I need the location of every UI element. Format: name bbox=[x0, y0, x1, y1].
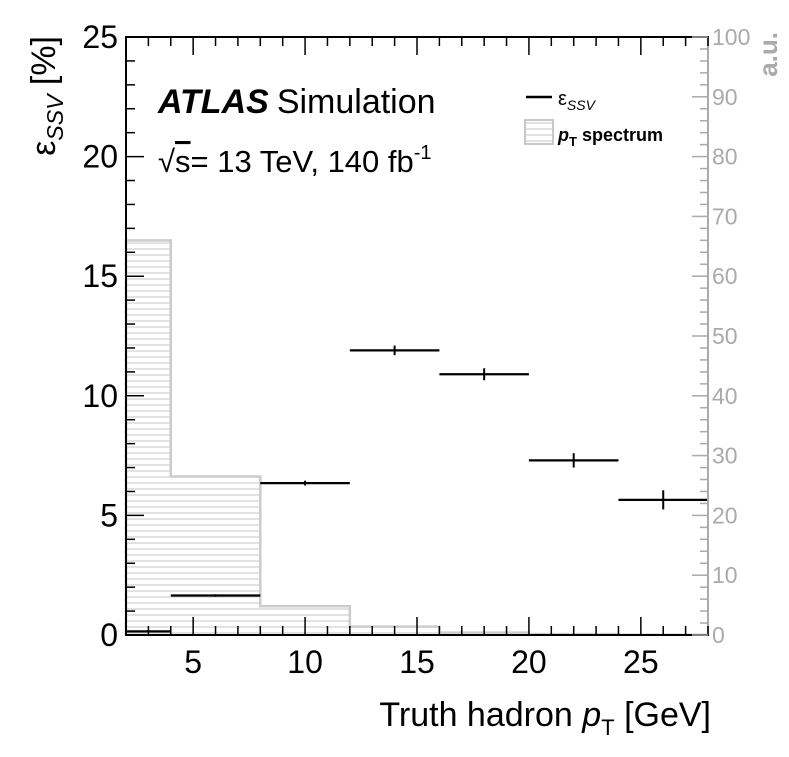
eff-point-6 bbox=[618, 490, 708, 510]
y-tick-label-25: 25 bbox=[82, 19, 118, 55]
y-tick-label-5: 5 bbox=[100, 497, 118, 533]
y-right-tick-label-60: 60 bbox=[712, 263, 738, 289]
legend-marker-spectrum bbox=[524, 119, 554, 145]
x-tick-label-20: 20 bbox=[511, 644, 547, 680]
eff-point-4 bbox=[439, 368, 529, 381]
y-axis-right-title: a.u. bbox=[753, 32, 783, 77]
x-axis-title: Truth hadron pT [GeV] bbox=[379, 696, 711, 740]
y-tick-label-15: 15 bbox=[82, 258, 118, 294]
y-right-tick-label-30: 30 bbox=[712, 443, 738, 469]
x-tick-label-15: 15 bbox=[399, 644, 435, 680]
y-right-tick-label-50: 50 bbox=[712, 323, 738, 349]
legend-label-spectrum: pT spectrum bbox=[557, 125, 663, 149]
y-right-tick-label-10: 10 bbox=[712, 562, 738, 588]
eff-point-1 bbox=[170, 594, 261, 597]
y-right-tick-label-20: 20 bbox=[712, 502, 738, 528]
eff-point-3 bbox=[349, 345, 440, 356]
axis-ticks bbox=[125, 36, 709, 636]
y-right-tick-label-100: 100 bbox=[712, 24, 750, 50]
x-tick-label-5: 5 bbox=[184, 644, 202, 680]
legend: εSSV pT spectrum bbox=[524, 88, 663, 149]
tick-labels: 5 10 15 20 25 0 5 10 15 20 25 0 10 20 30 40 50 60 70 80 90 10… bbox=[82, 19, 750, 680]
legend-label-eff: εSSV bbox=[558, 88, 597, 113]
y-tick-label-10: 10 bbox=[82, 378, 118, 414]
y-tick-label-0: 0 bbox=[100, 617, 118, 653]
pt-spectrum-histogram bbox=[124, 239, 710, 636]
x-tick-label-25: 25 bbox=[623, 644, 659, 680]
y-tick-label-20: 20 bbox=[82, 139, 118, 175]
y-right-tick-label-90: 90 bbox=[712, 84, 738, 110]
y-right-tick-label-80: 80 bbox=[712, 144, 738, 170]
y-right-tick-label-40: 40 bbox=[712, 383, 738, 409]
y-right-tick-label-70: 70 bbox=[712, 203, 738, 229]
x-tick-label-10: 10 bbox=[287, 644, 323, 680]
eff-point-5 bbox=[528, 453, 619, 468]
energy-lumi-label: √s= 13 TeV, 140 fb-1 bbox=[158, 142, 432, 179]
hist-bar-0 bbox=[126, 240, 171, 635]
atlas-label: ATLAS Simulation bbox=[157, 83, 436, 121]
y-axis-title: εSSV [%] bbox=[25, 36, 68, 156]
eff-point-2 bbox=[260, 480, 350, 486]
efficiency-points bbox=[126, 345, 708, 633]
y-right-tick-label-0: 0 bbox=[712, 622, 725, 648]
hist-bar-1 bbox=[170, 476, 261, 635]
